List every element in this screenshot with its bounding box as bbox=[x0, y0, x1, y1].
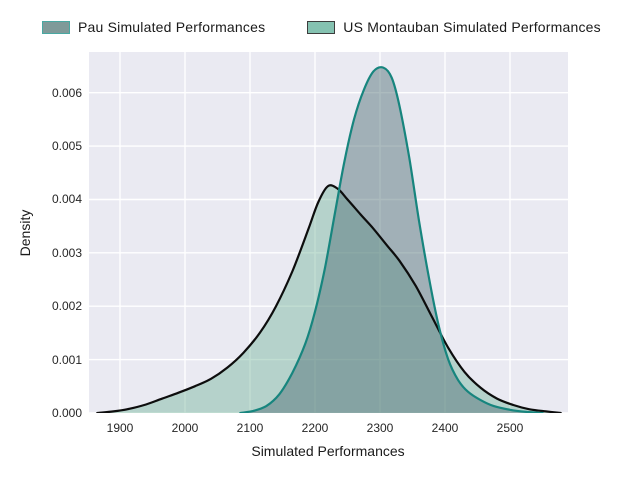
x-tick-label: 1900 bbox=[106, 421, 134, 435]
kde-fill-pau bbox=[97, 185, 561, 413]
plot-area bbox=[89, 52, 568, 413]
x-tick-label: 2100 bbox=[236, 421, 264, 435]
legend-swatch-pau bbox=[42, 20, 70, 34]
y-tick-label: 0.003 bbox=[51, 245, 82, 260]
x-tick-label: 2200 bbox=[301, 421, 329, 435]
y-tick-label: 0.002 bbox=[51, 299, 82, 314]
x-tick-label: 2400 bbox=[431, 421, 459, 435]
kde-line-pau bbox=[96, 184, 562, 413]
y-tick-label: 0.006 bbox=[51, 85, 82, 100]
x-tick-label: 2300 bbox=[366, 421, 394, 435]
kde-fill-montauban bbox=[240, 67, 543, 413]
y-tick-label: 0.004 bbox=[51, 192, 82, 207]
x-tick-label: 2000 bbox=[171, 421, 199, 435]
legend-item-montauban: US Montauban Simulated Performances bbox=[307, 19, 601, 35]
legend-swatch-montauban bbox=[307, 20, 336, 34]
kde-chart-svg bbox=[89, 52, 568, 413]
x-axis-title: Simulated Performances bbox=[251, 443, 405, 459]
y-tick-label: 0.000 bbox=[51, 406, 82, 420]
kde-line-montauban bbox=[239, 66, 544, 413]
legend-label-montauban: US Montauban Simulated Performances bbox=[343, 19, 601, 35]
y-axis-title: Density bbox=[17, 209, 33, 257]
legend-item-pau: Pau Simulated Performances bbox=[42, 19, 265, 35]
legend: Pau Simulated Performances US Montauban … bbox=[42, 19, 601, 35]
gridlines bbox=[89, 52, 568, 413]
x-tick-label: 2500 bbox=[496, 421, 524, 435]
y-tick-label: 0.005 bbox=[51, 139, 82, 154]
legend-label-pau: Pau Simulated Performances bbox=[78, 19, 266, 35]
y-tick-label: 0.001 bbox=[51, 352, 82, 367]
